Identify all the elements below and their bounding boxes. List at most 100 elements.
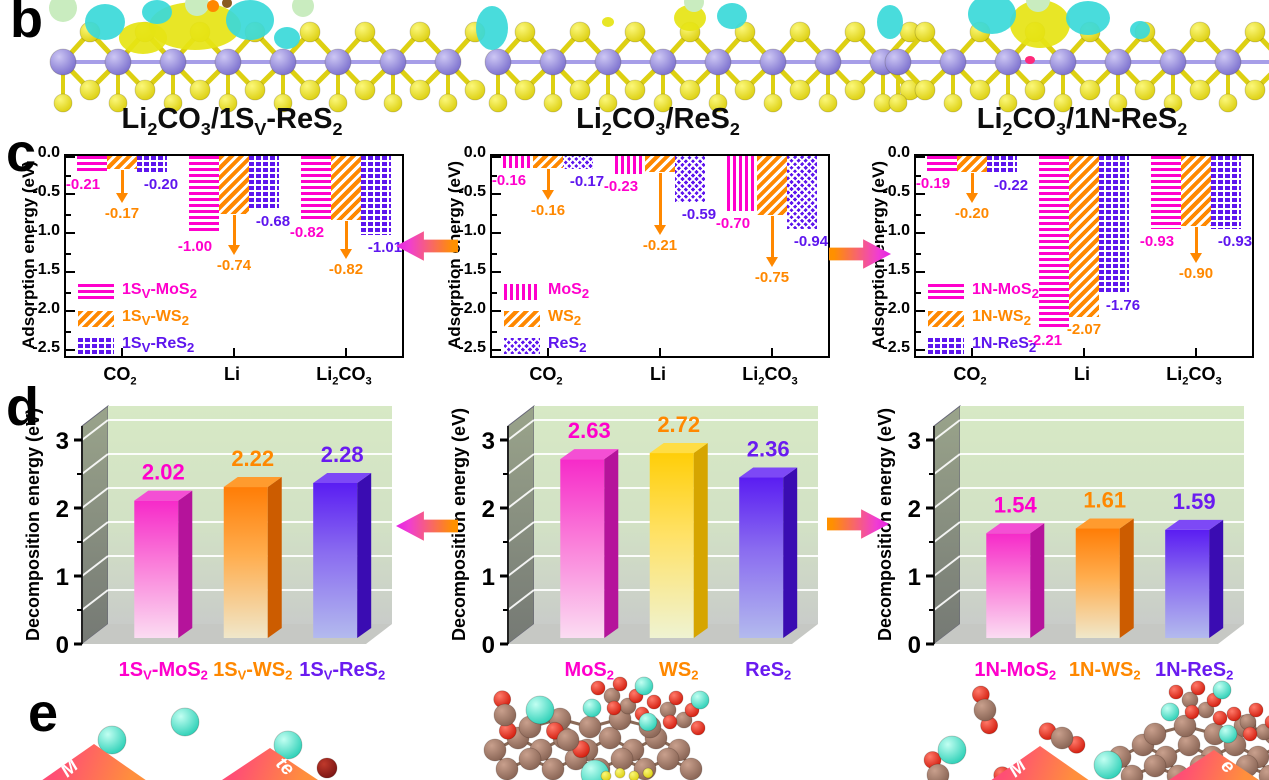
bar-value-label: -0.59 xyxy=(681,206,717,223)
y-axis-tick-label: 2 xyxy=(56,496,69,523)
y-axis-minor-tick xyxy=(492,213,497,216)
bar-series1 xyxy=(1181,156,1211,226)
bar-3d-side xyxy=(1119,518,1134,638)
y-axis-tick xyxy=(66,156,75,158)
bar-series1 xyxy=(757,156,787,215)
panel-label-c: c xyxy=(6,123,37,183)
bar-3d-side xyxy=(693,443,708,638)
annotation-arrow-stem xyxy=(970,173,974,194)
y-axis-tick-label: 2 xyxy=(908,496,921,523)
y-axis-tick-label: 1 xyxy=(908,564,921,591)
bar-3d-side xyxy=(267,477,282,638)
y-axis-tick-label: -1.5 xyxy=(32,261,60,278)
bar-series1 xyxy=(1069,156,1099,317)
legend-swatch xyxy=(78,338,114,354)
bar-value-label: -1.01 xyxy=(367,239,403,256)
y-axis-tick-label: -1.5 xyxy=(882,261,910,278)
charge-density-structure-res2 xyxy=(476,0,921,113)
charge-density-structure-1sv-res2 xyxy=(49,0,486,113)
category-label: 1SV-ReS2 xyxy=(299,659,385,683)
legend-swatch xyxy=(78,284,114,300)
annotation-arrow-head xyxy=(966,193,978,204)
x-axis-category-label: Li xyxy=(1074,364,1090,384)
annotation-arrow-head xyxy=(340,248,352,259)
y-axis-tick-label: 0 xyxy=(908,632,921,659)
y-axis-minor-tick xyxy=(66,213,71,216)
y-axis-minor-tick xyxy=(492,291,497,294)
bar-value-label: -0.74 xyxy=(216,256,252,274)
bar-value-label: -0.22 xyxy=(993,177,1029,194)
bar-series0 xyxy=(189,156,219,234)
bar-value-label: -0.94 xyxy=(793,233,829,250)
bar-3d-top xyxy=(986,523,1045,534)
category-label: 1N-WS2 xyxy=(1069,659,1141,683)
y-axis-tick xyxy=(916,310,925,312)
y-axis-tick xyxy=(916,156,925,158)
bar-3d-top xyxy=(739,467,798,478)
decomposition-chart-1n: Decomposition energy (eV) 0 1 2 3 1.54 1N-MoS2… xyxy=(872,388,1269,690)
y-axis-minor-tick xyxy=(916,330,921,333)
bar-value-label: 2.36 xyxy=(747,437,790,462)
panel-label-b: b xyxy=(10,0,43,49)
decomposition-3d-plot: 0 1 2 3 2.02 1SV-MoS2 2.22 1SV-WS2 2.28 1SV-ReS2 xyxy=(56,404,392,683)
y-axis-tick-label: -2.0 xyxy=(882,300,910,317)
bar-3d-top xyxy=(1165,519,1224,530)
bar-value-label: -0.75 xyxy=(754,268,790,286)
bar-3d-top xyxy=(223,477,282,488)
category-label: 1N-MoS2 xyxy=(974,659,1056,683)
decomposition-3d-plot: 0 1 2 3 1.54 1N-MoS2 1.61 1N-WS2 1.59 1N-ReS2 xyxy=(908,404,1244,683)
legend-label: 1SV-MoS2 xyxy=(122,281,197,302)
bar-series0 xyxy=(1151,156,1181,229)
bar-series1 xyxy=(957,156,987,172)
bar-value-label: -0.23 xyxy=(603,178,639,195)
annotation-arrow-stem xyxy=(770,216,774,257)
annotation-arrow-stem xyxy=(1194,227,1198,253)
x-axis-tick xyxy=(971,348,973,356)
category-label: MoS2 xyxy=(565,659,614,683)
bar-value-label: -0.68 xyxy=(255,213,291,230)
y-axis-tick-label: -0.5 xyxy=(32,183,60,200)
y-axis-tick-label: -1.5 xyxy=(458,261,486,278)
x-axis-category-label: CO2 xyxy=(953,364,987,388)
y-axis-tick xyxy=(492,156,501,158)
y-axis-tick-label: 0.0 xyxy=(887,144,910,161)
bar-3d-front xyxy=(223,487,268,638)
bar-value-label: -0.93 xyxy=(1217,233,1253,250)
bar-series2 xyxy=(1099,156,1129,293)
bar-series2 xyxy=(563,156,593,169)
y-axis-tick-label: 2 xyxy=(482,496,495,523)
bar-series2 xyxy=(787,156,817,229)
bar-value-label: -2.21 xyxy=(1027,332,1063,349)
category-label: WS2 xyxy=(659,659,698,683)
category-label: 1SV-WS2 xyxy=(213,659,292,683)
bar-3d-front xyxy=(986,533,1031,638)
adsorption-plot-area: -0.16 -0.16 -0.17 -0.23 -0.21 -0.59 -0.70 -0.75… xyxy=(490,154,830,358)
bar-3d-front xyxy=(1165,529,1210,638)
bar-value-label: -0.19 xyxy=(915,175,951,192)
y-axis-tick-label: -2.5 xyxy=(458,339,486,356)
bar-3d-side xyxy=(1030,523,1045,638)
bar-series0 xyxy=(301,156,331,220)
y-axis-tick-label: 3 xyxy=(482,428,495,455)
bar-series2 xyxy=(1211,156,1241,229)
y-axis-tick-label: -2.0 xyxy=(458,300,486,317)
legend-swatch xyxy=(78,311,114,327)
decomposition-3d-plot: 0 1 2 3 2.63 MoS2 2.72 WS2 2.36 ReS2 xyxy=(482,404,818,683)
x-axis-tick xyxy=(1195,348,1197,356)
y-axis-tick-label: -2.0 xyxy=(32,300,60,317)
bar-value-label: -2.07 xyxy=(1066,321,1102,338)
bar-value-label: -1.76 xyxy=(1105,297,1141,314)
bar-3d-front xyxy=(739,477,784,638)
y-axis-tick-label: 0.0 xyxy=(463,144,486,161)
bar-series2 xyxy=(249,156,279,209)
legend-swatch xyxy=(504,284,540,300)
annotation-arrow-stem xyxy=(120,170,124,194)
legend-label: 1N-MoS2 xyxy=(972,281,1039,302)
column-title-pristine: Li2CO3/ReS2 xyxy=(576,103,740,139)
y-axis-minor-tick xyxy=(66,252,71,255)
y-axis-tick xyxy=(66,193,75,195)
bar-series0 xyxy=(727,156,757,211)
bar-value-label: -0.16 xyxy=(530,202,566,220)
legend-swatch xyxy=(928,311,964,327)
x-axis-tick xyxy=(659,348,661,356)
